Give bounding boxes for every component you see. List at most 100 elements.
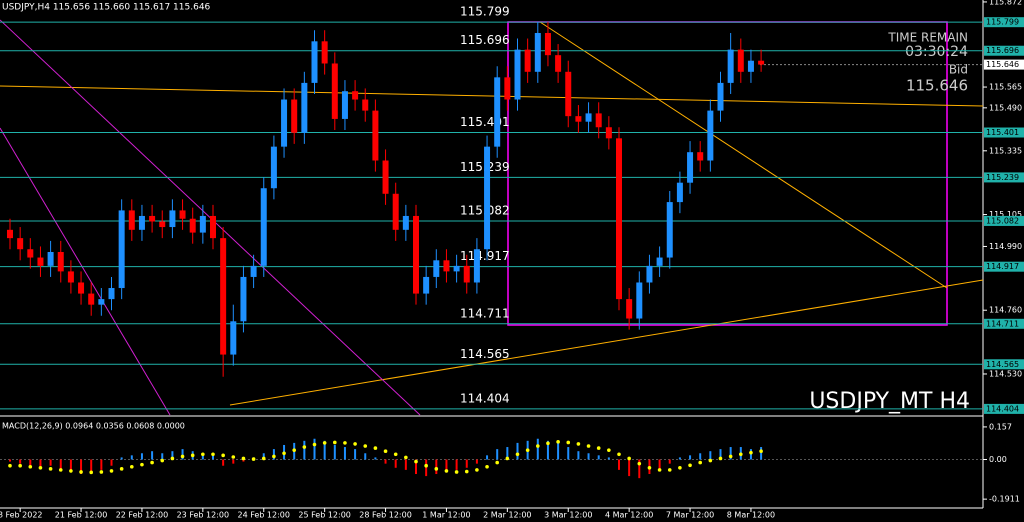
signal-dot — [180, 454, 185, 459]
candle-body — [758, 60, 765, 65]
candle-body — [544, 32, 551, 56]
candle-body — [291, 99, 298, 133]
signal-dot — [667, 468, 672, 472]
candle-body — [199, 215, 206, 233]
signal-dot — [140, 462, 144, 467]
candle-body — [118, 210, 125, 289]
candle-body — [473, 249, 480, 283]
x-tick-label: 28 Feb 12:00 — [359, 511, 411, 520]
y-tick-label: 115.105 — [989, 210, 1022, 219]
y-tick-label: 115.490 — [989, 103, 1022, 112]
y-tick-label: 114.760 — [989, 306, 1022, 315]
candle-body — [250, 265, 257, 277]
macd-bar — [354, 449, 357, 460]
signal-dot — [89, 470, 93, 475]
signal-dot — [698, 460, 702, 465]
signal-dot — [393, 452, 398, 457]
x-tick-label: 3 Mar 12:00 — [544, 511, 592, 520]
signal-dot — [464, 469, 469, 474]
macd-bar — [496, 449, 499, 460]
macd-bar — [668, 459, 671, 464]
signal-dot — [546, 441, 550, 446]
candle-body — [443, 260, 450, 272]
candle-body — [666, 202, 673, 258]
macd-bar — [222, 459, 225, 466]
x-tick-label: 8 Feb 2022 — [0, 511, 43, 520]
signal-dot — [515, 452, 520, 457]
candle-body — [341, 91, 348, 119]
macd-bar — [90, 459, 93, 472]
macd-bar — [140, 453, 143, 460]
level-axis-label: 114.917 — [986, 262, 1019, 271]
candle-body — [494, 77, 501, 147]
signal-dot — [414, 459, 418, 464]
signal-dot — [434, 467, 439, 471]
macd-bar — [110, 459, 113, 466]
x-tick-label: 8 Mar 12:00 — [727, 511, 775, 520]
macd-bar — [201, 453, 204, 460]
signal-dot — [211, 452, 215, 457]
macd-bar — [445, 459, 448, 472]
macd-bar — [536, 438, 539, 460]
signal-dot — [759, 449, 763, 453]
candle-body — [128, 210, 135, 230]
macd-bar — [506, 447, 509, 460]
macd-bar — [729, 447, 732, 460]
macd-bar — [323, 440, 326, 460]
candle-body — [514, 49, 521, 100]
candle-body — [372, 110, 379, 161]
level-axis-box — [984, 17, 1024, 28]
level-axis-box — [984, 359, 1024, 370]
candle-body — [331, 63, 338, 119]
signal-dot — [170, 456, 175, 461]
candle-body — [636, 282, 643, 319]
bid-axis-label: 115.646 — [986, 60, 1019, 69]
y-tick-label: 115.872 — [989, 0, 1022, 6]
macd-bar — [100, 459, 103, 470]
macd-bar — [760, 447, 763, 460]
signal-dot — [261, 456, 266, 461]
candle-body — [138, 215, 145, 230]
signal-dot — [241, 456, 246, 461]
macd-bar — [394, 459, 397, 468]
macd-bar — [638, 459, 641, 479]
candle-body — [626, 299, 633, 319]
signal-dot — [556, 440, 560, 444]
macd-bar — [120, 457, 123, 460]
candle-body — [423, 276, 430, 294]
candle-body — [747, 60, 754, 72]
level-axis-label: 114.404 — [986, 404, 1019, 413]
level-label: 114.404 — [460, 391, 510, 405]
y-tick-label: 115.565 — [989, 83, 1022, 92]
signal-dot — [647, 465, 652, 470]
candle-body — [453, 265, 460, 272]
level-label: 115.799 — [460, 5, 510, 19]
candle-body — [605, 127, 612, 139]
signal-dot — [190, 453, 195, 458]
macd-bar — [678, 457, 681, 460]
y-tick-label: 114.530 — [989, 369, 1022, 378]
y-tick-label: 0.00 — [989, 455, 1007, 464]
trend-line — [0, 85, 984, 107]
candle-body — [260, 188, 267, 266]
level-label: 114.565 — [460, 347, 510, 361]
candle-body — [413, 215, 419, 294]
candle-body — [433, 260, 440, 277]
signal-dot — [18, 463, 22, 468]
signal-dot — [130, 464, 134, 469]
signal-dot — [322, 441, 327, 445]
level-axis-label: 115.799 — [986, 18, 1019, 27]
level-axis-box — [984, 261, 1024, 272]
candle-body — [240, 276, 247, 322]
level-axis-box — [984, 318, 1024, 329]
signal-dot — [424, 463, 428, 468]
bid-label: Bid — [949, 63, 968, 77]
macd-bar — [374, 457, 377, 460]
signal-dot — [363, 444, 368, 448]
macd-bar — [29, 459, 32, 466]
macd-bar — [313, 438, 316, 460]
candle-body — [311, 41, 318, 83]
signal-dot — [38, 465, 43, 470]
signal-dot — [272, 454, 276, 459]
